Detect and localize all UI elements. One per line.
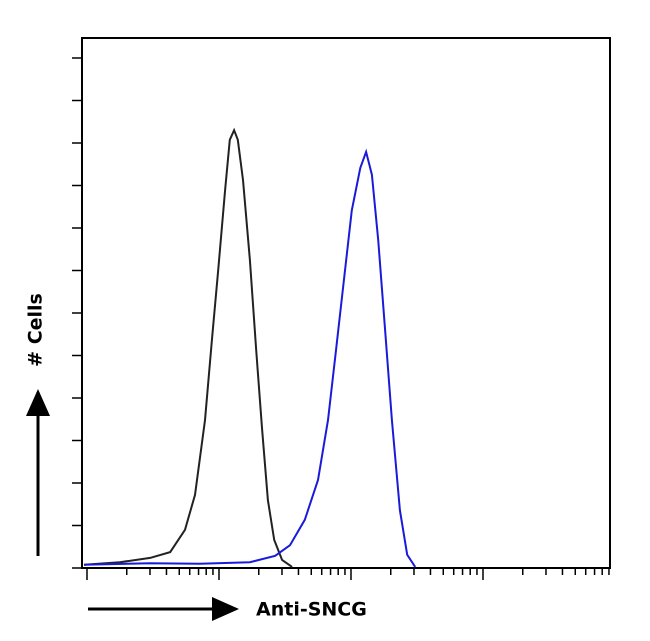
plot-frame bbox=[81, 37, 611, 569]
x-axis-label: Anti-SNCG bbox=[256, 599, 367, 621]
histogram-line bbox=[84, 127, 293, 568]
y-axis-label: # Cells bbox=[25, 293, 47, 367]
histogram-line bbox=[84, 148, 417, 568]
